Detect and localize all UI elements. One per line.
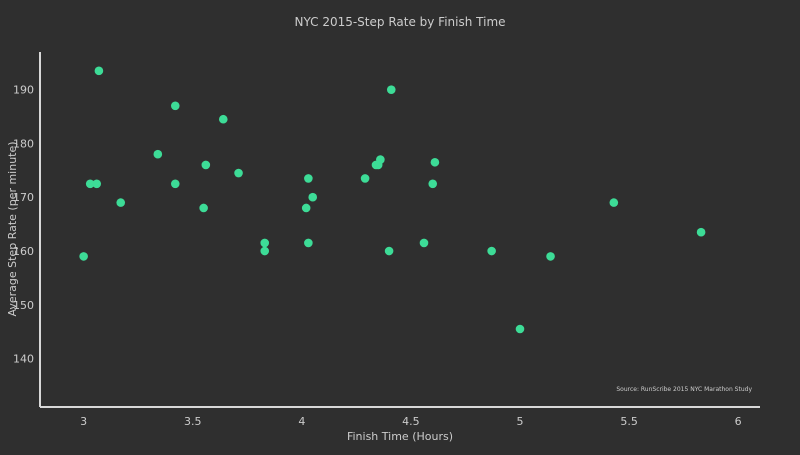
x-tick-labels: 3 3.5 4 4.5 5 5.5 6 [80,415,742,428]
x-tick-label: 6 [735,415,742,428]
plot-area [79,66,706,334]
data-point[interactable] [360,174,370,183]
y-tick-label: 140 [13,353,34,366]
data-point[interactable] [234,168,243,178]
x-tick-label: 5.5 [620,415,638,428]
x-axis-label: Finish Time (Hours) [347,430,453,443]
data-point[interactable] [515,324,525,334]
data-point[interactable] [428,179,438,189]
data-point[interactable] [79,252,88,261]
data-point[interactable] [384,246,394,256]
data-point[interactable] [260,238,270,248]
data-point[interactable] [696,227,706,237]
data-point[interactable] [218,114,228,124]
data-point[interactable] [376,155,385,164]
data-point[interactable] [308,192,318,202]
data-point[interactable] [304,238,313,248]
data-point[interactable] [609,198,619,207]
y-tick-label: 180 [13,137,34,150]
y-tick-labels: 140 150 160 170 180 190 [13,84,34,366]
data-point[interactable] [546,252,555,261]
x-tick-label: 4 [298,415,305,428]
chart-title: NYC 2015-Step Rate by Finish Time [294,15,505,29]
source-annotation: Source: RunScribe 2015 NYC Marathon Stud… [616,386,752,393]
data-point[interactable] [419,238,429,248]
data-point[interactable] [304,174,313,183]
data-point[interactable] [153,149,163,159]
data-point[interactable] [301,203,311,213]
data-point[interactable] [487,246,496,256]
y-tick-label: 150 [13,299,34,312]
data-point[interactable] [170,179,180,189]
data-point[interactable] [430,157,440,167]
x-tick-label: 5 [517,415,524,428]
data-point[interactable] [92,179,102,189]
x-tick-label: 3.5 [184,415,202,428]
y-tick-label: 160 [13,245,34,258]
data-point[interactable] [170,101,180,111]
x-tick-label: 3 [80,415,87,428]
data-point[interactable] [386,85,396,94]
data-point[interactable] [94,66,104,76]
x-tick-label: 4.5 [402,415,420,428]
data-point[interactable] [116,198,126,207]
data-point[interactable] [85,179,95,189]
data-point[interactable] [199,203,208,213]
data-point[interactable] [260,246,270,256]
y-axis-label: Average Step Rate (per minute) [6,141,19,316]
data-point[interactable] [201,160,211,170]
y-tick-label: 170 [13,191,34,204]
y-tick-label: 190 [13,84,34,97]
